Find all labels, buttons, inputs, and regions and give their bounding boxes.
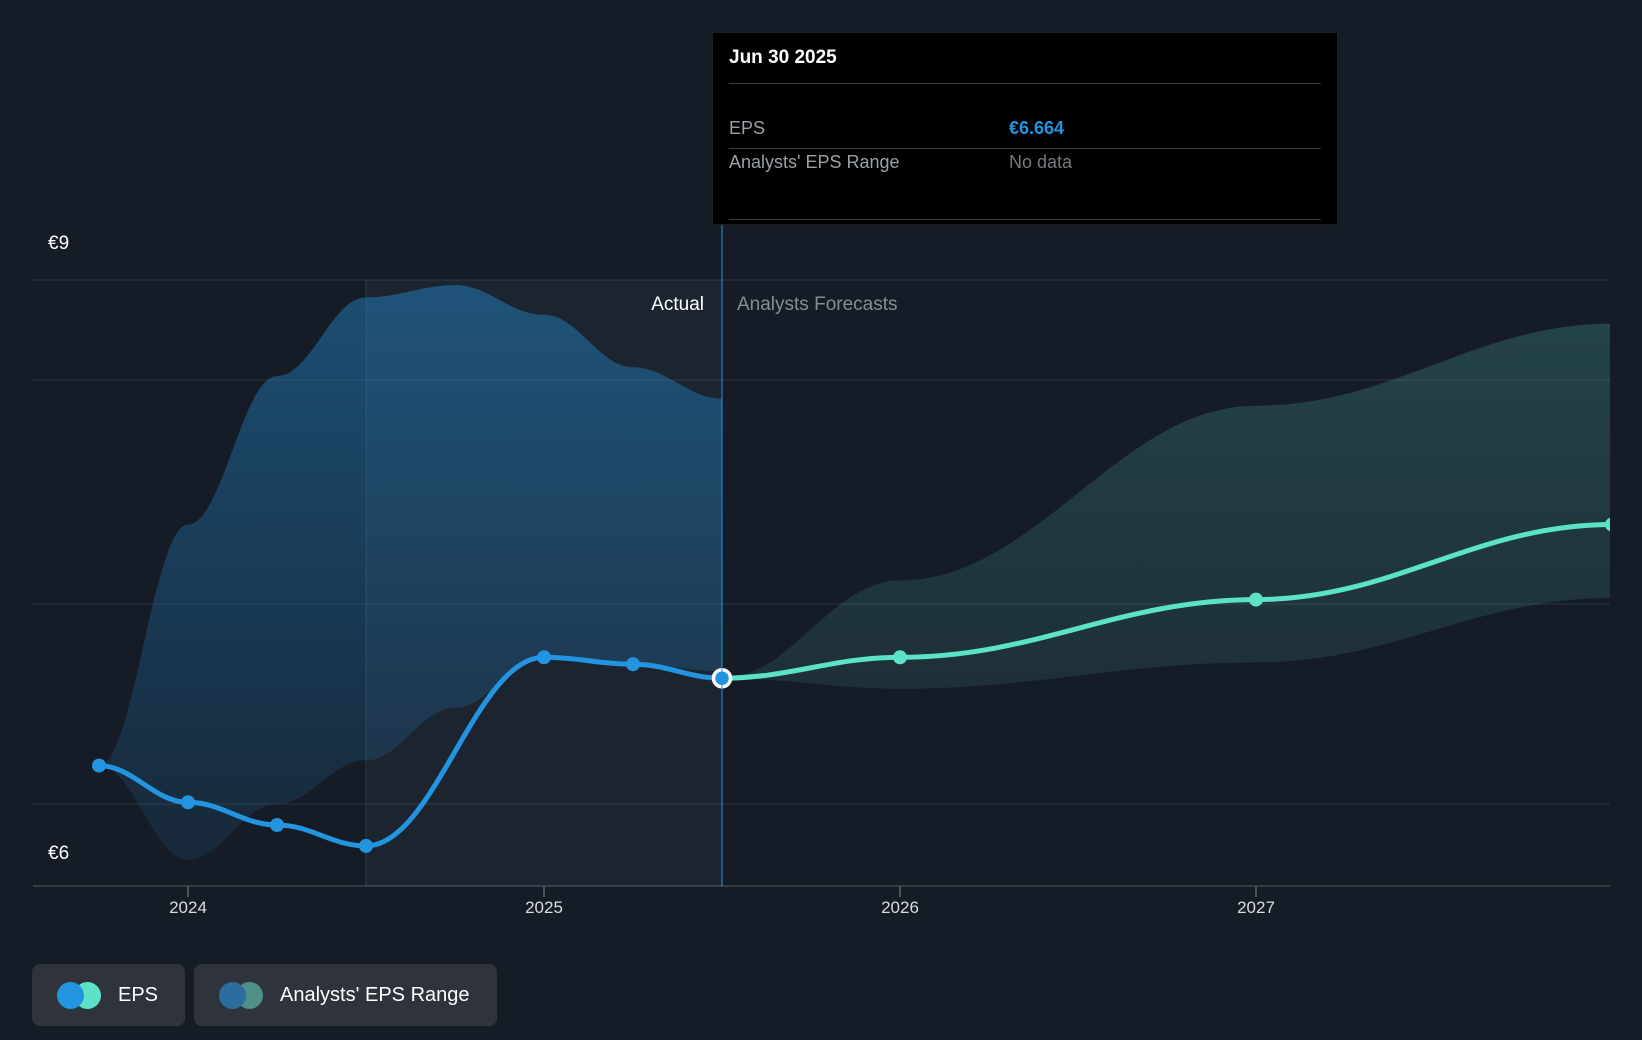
tooltip-eps-label: EPS [729, 118, 766, 138]
x-tick-label-2026: 2026 [881, 898, 919, 917]
eps-forecast-line [719, 522, 1610, 681]
x-tick-label-2027: 2027 [1237, 898, 1275, 917]
range-blue-dot-icon [219, 981, 247, 1009]
section-label-actual: Actual [651, 294, 704, 315]
legend: EPS Analysts' EPS Range [32, 964, 497, 1026]
tooltip-range-value: No data [1009, 152, 1073, 172]
legend-item-analysts-eps-range[interactable]: Analysts' EPS Range [194, 964, 497, 1026]
actual-eps-data-point[interactable] [270, 818, 284, 832]
actual-eps-data-point[interactable] [181, 795, 195, 810]
forecast-eps-data-point[interactable] [1605, 517, 1619, 532]
x-tick-label-2024: 2024 [169, 898, 207, 917]
tooltip-range-label: Analysts' EPS Range [729, 152, 900, 172]
tooltip-separator [729, 83, 1321, 84]
x-axis-ticks [187, 886, 1257, 897]
forecast-eps-data-point[interactable] [1249, 592, 1263, 607]
past-analysts-range-area [99, 285, 722, 860]
y-axis-label-top: €9 [48, 233, 70, 254]
forecast-eps-data-point[interactable] [893, 650, 907, 665]
legend-label: EPS [118, 983, 159, 1006]
section-label-forecast: Analysts Forecasts [737, 294, 898, 315]
actual-eps-data-point[interactable] [92, 758, 106, 773]
tooltip: Jun 30 2025 EPS €6.664 Analysts' EPS Ran… [712, 32, 1338, 225]
tooltip-separator [729, 219, 1321, 220]
legend-item-eps[interactable]: EPS [32, 964, 186, 1026]
y-axis-label-bottom: €6 [48, 843, 70, 864]
actual-eps-data-point[interactable] [359, 838, 373, 853]
eps-blue-dot-icon [57, 981, 84, 1009]
actual-eps-data-point[interactable] [626, 657, 640, 672]
actual-eps-data-point[interactable] [537, 650, 551, 665]
forecast-analysts-range-area [722, 323, 1610, 689]
tooltip-eps-value: €6.664 [1009, 118, 1065, 138]
tooltip-separator [729, 148, 1321, 149]
legend-label: Analysts' EPS Range [280, 983, 470, 1006]
tooltip-date: Jun 30 2025 [729, 47, 837, 68]
x-tick-label-2025: 2025 [525, 898, 563, 917]
